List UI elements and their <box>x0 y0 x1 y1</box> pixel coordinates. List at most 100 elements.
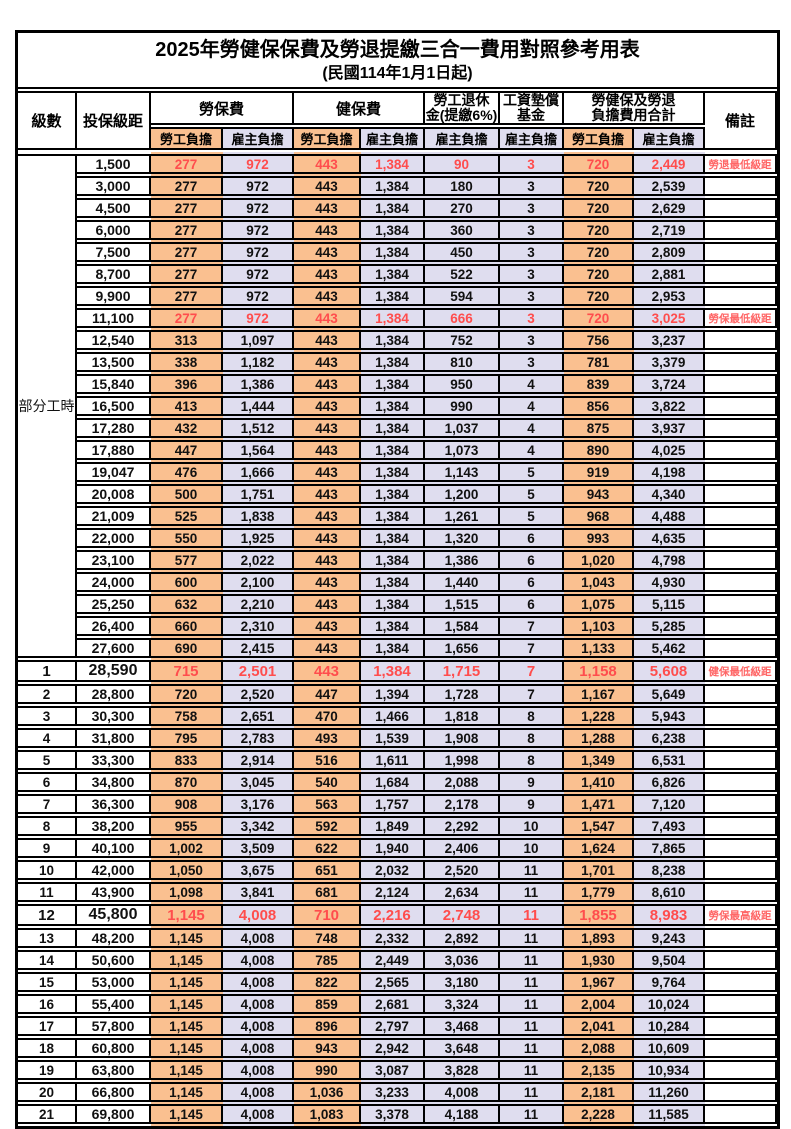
total-employee-cell: 1,893 <box>564 928 634 948</box>
pension-employer-cell: 270 <box>425 198 500 218</box>
health-ins-employee-cell: 443 <box>294 506 361 526</box>
remark-cell <box>705 330 777 350</box>
health-ins-employer-cell: 2,942 <box>361 1038 425 1058</box>
health-ins-employee-cell: 443 <box>294 198 361 218</box>
wage-fund-employer-cell: 3 <box>500 264 564 284</box>
total-employee-cell: 2,088 <box>564 1038 634 1058</box>
total-employee-cell: 1,410 <box>564 772 634 792</box>
table-row: 3,000 277 972 443 1,384 180 3 720 2,539 <box>18 176 777 196</box>
labor-ins-employer-cell: 3,045 <box>223 772 294 792</box>
remark-cell <box>705 484 777 504</box>
pension-employer-cell: 3,828 <box>425 1060 500 1080</box>
health-ins-employer-cell: 3,378 <box>361 1104 425 1124</box>
pension-employer-cell: 1,073 <box>425 440 500 460</box>
level-cell: 14 <box>18 950 77 970</box>
health-ins-employee-cell: 443 <box>294 396 361 416</box>
table-row: 1 28,590 715 2,501 443 1,384 1,715 7 1,158 5,608 健… <box>18 660 777 682</box>
health-ins-employee-cell: 592 <box>294 816 361 836</box>
health-ins-employee-cell: 443 <box>294 550 361 570</box>
wage-fund-employer-cell: 11 <box>500 904 564 926</box>
total-employee-cell: 1,855 <box>564 904 634 926</box>
labor-ins-employee-cell: 720 <box>151 684 223 704</box>
labor-ins-employee-cell: 1,145 <box>151 1060 223 1080</box>
total-employee-cell: 1,158 <box>564 660 634 682</box>
wage-fund-employer-cell: 11 <box>500 928 564 948</box>
health-ins-employer-cell: 2,332 <box>361 928 425 948</box>
wage-fund-employer-cell: 3 <box>500 352 564 372</box>
labor-ins-employer-cell: 972 <box>223 176 294 196</box>
health-ins-employer-cell: 2,797 <box>361 1016 425 1036</box>
total-employer-cell: 2,809 <box>634 242 705 262</box>
labor-ins-employee-cell: 1,145 <box>151 1082 223 1102</box>
pension-employer-cell: 450 <box>425 242 500 262</box>
remark-cell <box>705 418 777 438</box>
pension-employer-cell: 3,180 <box>425 972 500 992</box>
bracket-cell: 33,300 <box>77 750 151 770</box>
table-row: 5 33,300 833 2,914 516 1,611 1,998 8 1,349 6,531 <box>18 750 777 770</box>
total-employee-cell: 1,624 <box>564 838 634 858</box>
total-employee-cell: 1,471 <box>564 794 634 814</box>
subheader-labor-employee: 勞工負擔 <box>151 127 223 150</box>
total-employer-cell: 9,764 <box>634 972 705 992</box>
labor-ins-employee-cell: 600 <box>151 572 223 592</box>
labor-ins-employee-cell: 525 <box>151 506 223 526</box>
total-employer-cell: 5,462 <box>634 638 705 658</box>
wage-fund-employer-cell: 11 <box>500 1060 564 1080</box>
total-employer-cell: 8,238 <box>634 860 705 880</box>
bracket-cell: 15,840 <box>77 374 151 394</box>
remark-cell <box>705 860 777 880</box>
total-employee-cell: 720 <box>564 264 634 284</box>
pension-employer-cell: 522 <box>425 264 500 284</box>
labor-ins-employee-cell: 338 <box>151 352 223 372</box>
health-ins-employer-cell: 1,384 <box>361 484 425 504</box>
labor-ins-employer-cell: 1,182 <box>223 352 294 372</box>
total-employer-cell: 7,120 <box>634 794 705 814</box>
remark-cell <box>705 264 777 284</box>
pension-employer-cell: 594 <box>425 286 500 306</box>
remark-cell <box>705 286 777 306</box>
labor-ins-employer-cell: 2,310 <box>223 616 294 636</box>
labor-ins-employee-cell: 1,145 <box>151 972 223 992</box>
pension-employer-cell: 1,386 <box>425 550 500 570</box>
wage-fund-employer-cell: 7 <box>500 660 564 682</box>
level-cell: 4 <box>18 728 77 748</box>
total-employer-cell: 4,340 <box>634 484 705 504</box>
remark-cell <box>705 950 777 970</box>
wage-fund-employer-cell: 3 <box>500 154 564 174</box>
wage-fund-employer-cell: 3 <box>500 242 564 262</box>
wage-fund-employer-cell: 11 <box>500 860 564 880</box>
health-ins-employer-cell: 1,539 <box>361 728 425 748</box>
bracket-cell: 22,000 <box>77 528 151 548</box>
health-ins-employee-cell: 447 <box>294 684 361 704</box>
health-ins-employer-cell: 1,394 <box>361 684 425 704</box>
subheader-total-employee: 勞工負擔 <box>564 127 635 150</box>
level-cell: 3 <box>18 706 77 726</box>
total-employee-cell: 1,133 <box>564 638 634 658</box>
labor-ins-employee-cell: 413 <box>151 396 223 416</box>
labor-ins-employer-cell: 2,520 <box>223 684 294 704</box>
total-employee-cell: 890 <box>564 440 634 460</box>
total-employer-cell: 2,539 <box>634 176 705 196</box>
remark-cell <box>705 928 777 948</box>
labor-ins-employee-cell: 1,145 <box>151 1038 223 1058</box>
page-subtitle: (民國114年1月1日起) <box>322 65 473 82</box>
level-group-cell: 部分工時 <box>18 154 77 658</box>
table-row: 15 53,000 1,145 4,008 822 2,565 3,180 11 1,967 9,… <box>18 972 777 992</box>
remark-cell <box>705 594 777 614</box>
level-cell: 11 <box>18 882 77 902</box>
labor-ins-employer-cell: 3,509 <box>223 838 294 858</box>
pension-employer-cell: 2,634 <box>425 882 500 902</box>
pension-employer-cell: 2,406 <box>425 838 500 858</box>
total-employer-cell: 5,943 <box>634 706 705 726</box>
labor-ins-employer-cell: 4,008 <box>223 1038 294 1058</box>
total-employer-cell: 7,493 <box>634 816 705 836</box>
labor-ins-employee-cell: 758 <box>151 706 223 726</box>
table-row: 19,047 476 1,666 443 1,384 1,143 5 919 4,198 <box>18 462 777 482</box>
labor-ins-employee-cell: 447 <box>151 440 223 460</box>
health-ins-employer-cell: 1,757 <box>361 794 425 814</box>
bracket-cell: 13,500 <box>77 352 151 372</box>
col-header-level: 級數 <box>18 91 77 150</box>
bracket-cell: 50,600 <box>77 950 151 970</box>
health-ins-employer-cell: 1,384 <box>361 660 425 682</box>
total-employee-cell: 2,228 <box>564 1104 634 1124</box>
